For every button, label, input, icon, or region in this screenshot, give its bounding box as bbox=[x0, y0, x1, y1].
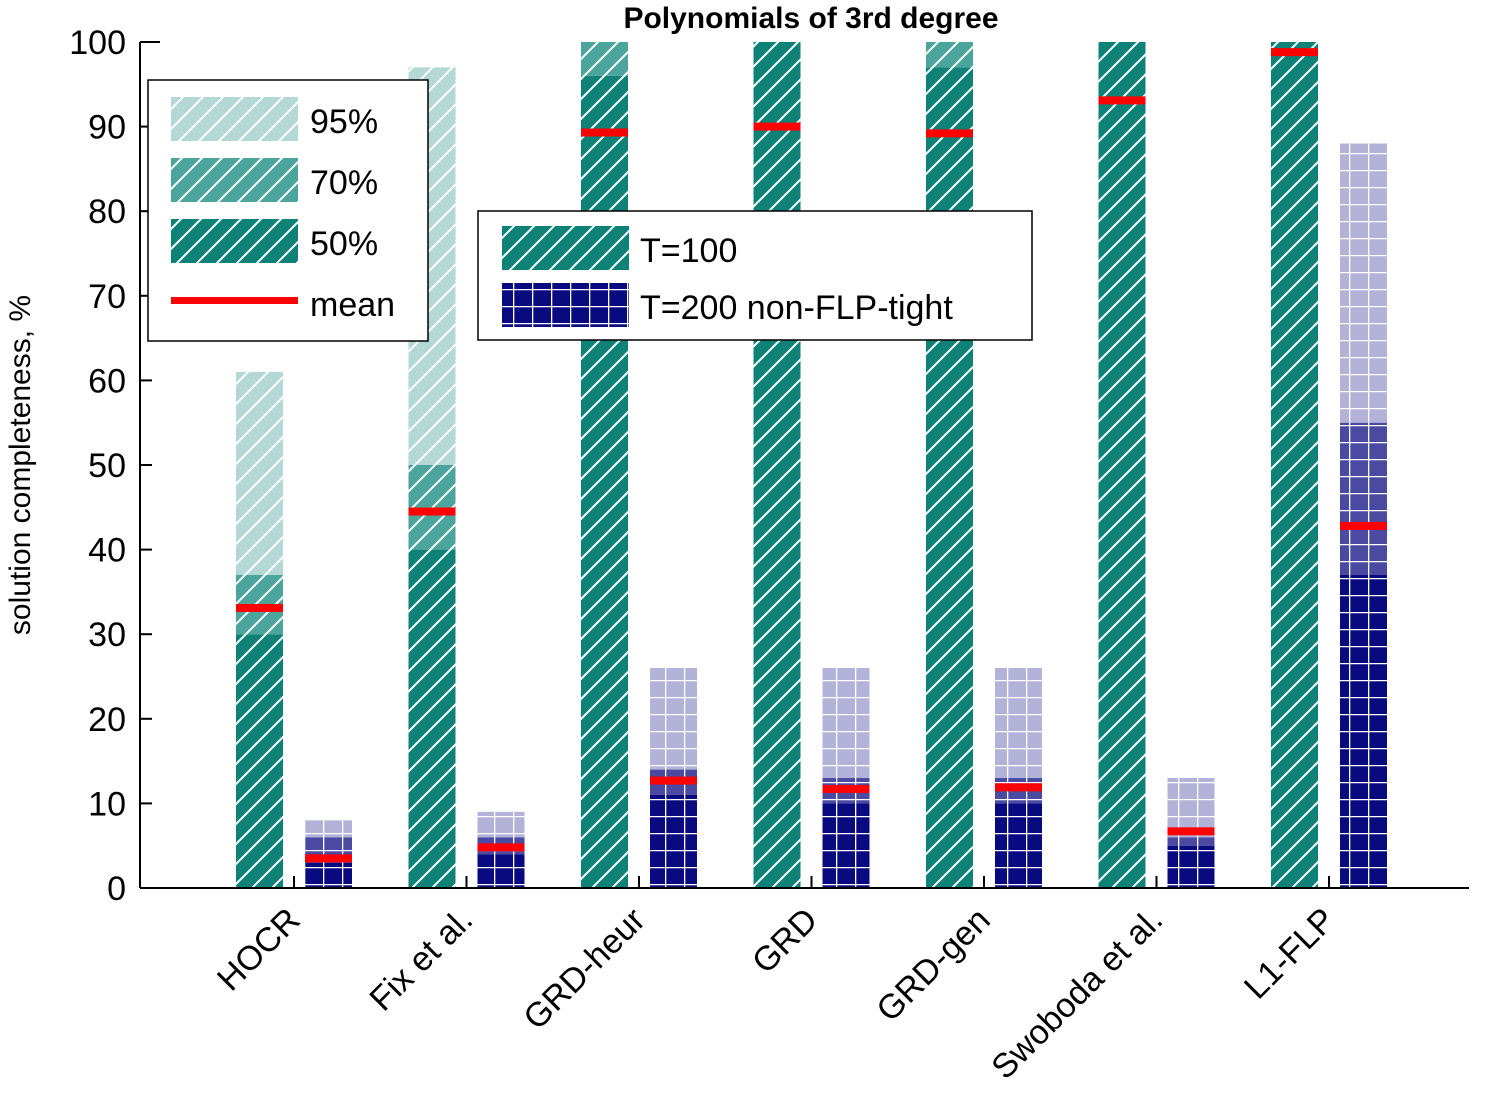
legend-swatch-50-hatch bbox=[171, 219, 298, 263]
legend-swatch-t100-hatch bbox=[502, 226, 629, 270]
mean-marker-t200-grd-gen bbox=[995, 783, 1042, 792]
legend-swatch-95-hatch bbox=[171, 97, 298, 141]
mean-marker-t100-fix-et-al bbox=[408, 507, 456, 516]
legend-percentiles: 95% 70% 50% mean bbox=[147, 79, 429, 342]
mean-marker-t200-l1-flp bbox=[1340, 521, 1387, 530]
legend-label-95: 95% bbox=[310, 103, 378, 141]
bar-t200-l1-flp-pattern bbox=[1340, 143, 1387, 888]
y-tick-label-50: 50 bbox=[88, 447, 126, 485]
y-tick-label-0: 0 bbox=[107, 870, 126, 908]
legend-label-mean: mean bbox=[310, 286, 395, 324]
mean-marker-t200-grd-heur bbox=[650, 776, 697, 785]
mean-marker-t200-swoboda-et-al bbox=[1167, 827, 1215, 836]
y-tick-label-20: 20 bbox=[88, 701, 126, 739]
bar-t200-grd-pattern bbox=[822, 668, 870, 888]
bar-t100-l1-flp-pattern bbox=[1271, 42, 1318, 888]
bar-t100-hocr-pattern bbox=[236, 371, 283, 888]
y-tick-label-30: 30 bbox=[88, 616, 126, 654]
mean-marker-t100-swoboda-et-al bbox=[1098, 96, 1146, 105]
y-tick-label-90: 90 bbox=[88, 109, 126, 147]
bar-t200-grd-gen-pattern bbox=[995, 668, 1042, 888]
mean-marker-t100-hocr bbox=[236, 603, 283, 612]
mean-marker-t100-l1-flp bbox=[1271, 48, 1318, 57]
y-tick-label-80: 80 bbox=[88, 193, 126, 231]
chart-title: Polynomials of 3rd degree bbox=[623, 2, 998, 35]
bar-t100-grd-heur-pattern bbox=[581, 42, 628, 888]
legend-swatch-t200-grid bbox=[502, 283, 629, 327]
y-tick-label-70: 70 bbox=[88, 278, 126, 316]
x-tick-label-grd-gen: GRD-gen bbox=[869, 901, 997, 1029]
x-tick-label-hocr: HOCR bbox=[210, 901, 308, 999]
bar-t100-grd-gen-pattern bbox=[926, 42, 973, 888]
x-tick-label-grd: GRD bbox=[745, 901, 825, 981]
legend-swatch-mean bbox=[171, 297, 298, 304]
mean-marker-t100-grd-gen bbox=[926, 129, 973, 138]
mean-marker-t200-grd bbox=[822, 785, 870, 794]
y-tick-label-10: 10 bbox=[88, 785, 126, 823]
legend-label-70: 70% bbox=[310, 164, 378, 202]
mean-marker-t100-grd-heur bbox=[581, 128, 628, 137]
mean-marker-t100-grd bbox=[753, 122, 801, 131]
y-tick-label-40: 40 bbox=[88, 532, 126, 570]
y-tick-label-60: 60 bbox=[88, 362, 126, 400]
legend-swatch-70-hatch bbox=[171, 158, 298, 202]
mean-marker-t200-fix-et-al bbox=[477, 843, 525, 852]
legend-series: T=100 T=200 non-FLP-tight bbox=[477, 210, 1033, 341]
legend-label-t200: T=200 non-FLP-tight bbox=[640, 289, 953, 327]
y-axis-label: solution completeness, % bbox=[4, 295, 37, 635]
x-tick-label-grd-heur: GRD-heur bbox=[516, 901, 652, 1037]
x-tick-label-swoboda-et-al: Swoboda et al. bbox=[984, 901, 1170, 1087]
legend-label-50: 50% bbox=[310, 225, 378, 263]
bar-t100-grd-pattern bbox=[753, 42, 801, 888]
mean-marker-t200-hocr bbox=[305, 854, 352, 863]
x-tick-label-l1-flp: L1-FLP bbox=[1237, 901, 1343, 1007]
y-tick-label-100: 100 bbox=[69, 24, 126, 62]
x-tick-label-fix-et-al: Fix et al. bbox=[362, 901, 480, 1019]
bar-t100-swoboda-et-al-pattern bbox=[1098, 42, 1146, 888]
legend-label-t100: T=100 bbox=[640, 232, 737, 270]
bar-t200-hocr-pattern bbox=[305, 820, 352, 888]
